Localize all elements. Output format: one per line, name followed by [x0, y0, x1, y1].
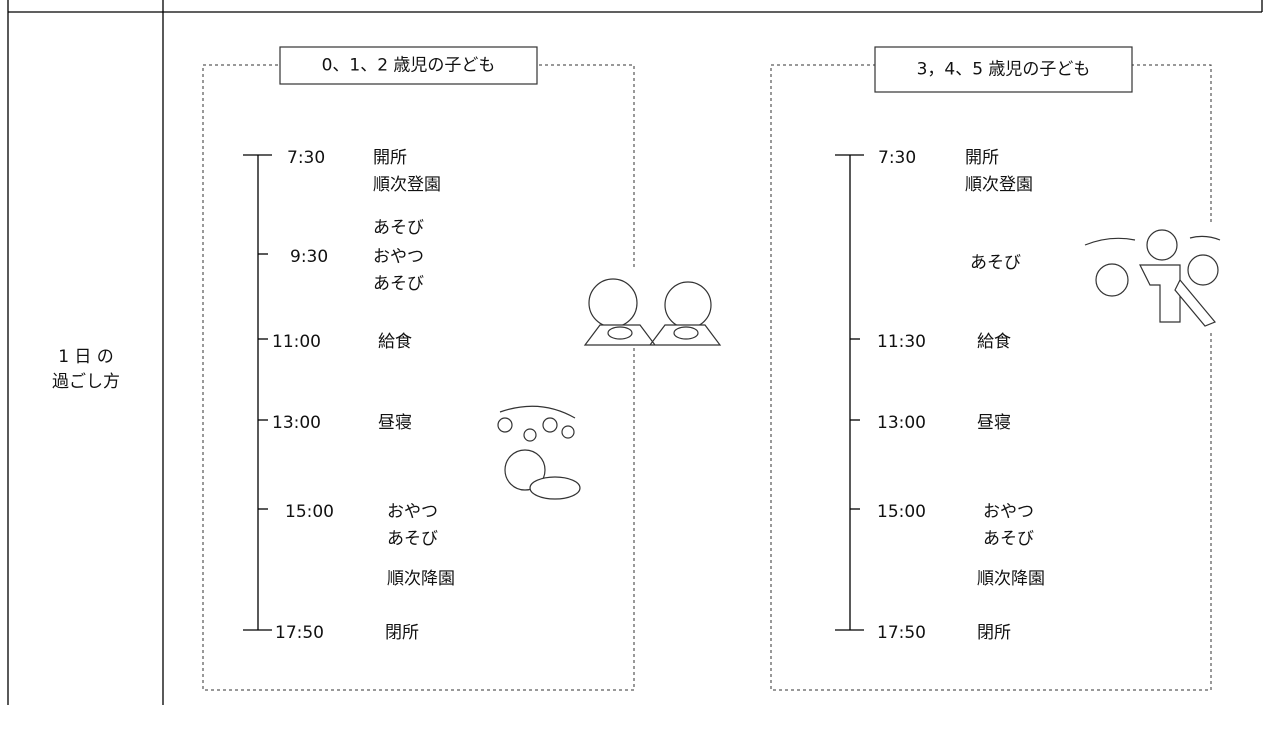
activity: 給食	[977, 332, 1011, 352]
activity: あそび	[373, 218, 424, 238]
activity: 閉所	[977, 623, 1011, 643]
activity: 昼寝	[378, 412, 412, 433]
activity: おやつ	[983, 502, 1034, 522]
time: 7:30	[878, 148, 916, 168]
activity: あそび	[373, 274, 424, 294]
time: 13:00	[877, 413, 926, 433]
group-title: 0、1、2 歳児の子ども	[322, 56, 496, 76]
group-label-box	[279, 46, 538, 85]
group-title: 3，4、5 歳児の子ども	[917, 60, 1091, 80]
time: 17:50	[877, 623, 926, 643]
activity: 開所	[373, 148, 407, 168]
illustration	[578, 268, 728, 348]
time: 11:30	[877, 332, 926, 352]
group-box	[202, 64, 635, 691]
activity: 順次登園	[373, 175, 441, 195]
time: 9:30	[290, 247, 328, 267]
row-header: 1 日 の	[58, 347, 114, 367]
time: 11:00	[272, 332, 321, 352]
group-box	[770, 64, 1212, 691]
time: 7:30	[287, 148, 325, 168]
activity: あそび	[970, 253, 1021, 273]
time: 17:50	[275, 623, 324, 643]
activity: 順次降園	[387, 569, 455, 589]
time: 15:00	[877, 502, 926, 522]
row-header: 過ごし方	[52, 372, 120, 392]
illustration	[470, 395, 585, 505]
time: 13:00	[272, 413, 321, 433]
activity: 給食	[378, 332, 412, 352]
activity: 閉所	[385, 623, 419, 643]
activity: 開所	[965, 148, 999, 168]
activity: 順次降園	[977, 569, 1045, 589]
activity: あそび	[983, 529, 1034, 549]
activity: 順次登園	[965, 175, 1033, 195]
activity: おやつ	[387, 502, 438, 522]
activity: あそび	[387, 529, 438, 549]
time: 15:00	[285, 502, 334, 522]
group-label-box	[874, 46, 1133, 93]
illustration	[1080, 222, 1230, 332]
activity: 昼寝	[977, 412, 1011, 433]
activity: おやつ	[373, 247, 424, 267]
